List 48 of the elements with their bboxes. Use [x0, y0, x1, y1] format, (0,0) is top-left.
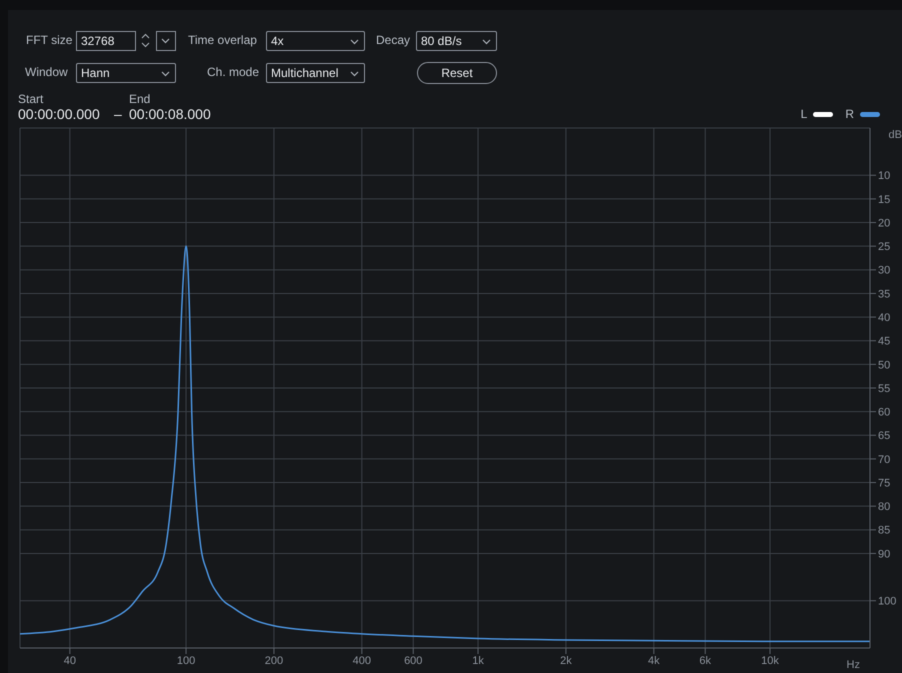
text: 00:00:08.000 [129, 106, 211, 122]
text: Window [25, 65, 68, 79]
dropdown-field: Hann [76, 63, 176, 83]
text: Decay [376, 33, 410, 47]
text: End [129, 92, 150, 106]
y-tick-label: 15 [878, 194, 890, 206]
x-tick-label: 100 [176, 654, 196, 667]
y-tick-label: 100 [878, 596, 896, 608]
x-tick-label: 1k [472, 654, 484, 667]
x-tick-label: 600 [404, 654, 422, 667]
y-tick-label: 50 [878, 359, 890, 372]
y-tick-label: 25 [878, 241, 890, 254]
text: – [114, 106, 122, 122]
y-tick-label: 80 [878, 501, 890, 514]
legend-label: L [800, 107, 808, 121]
y-tick-label: 60 [878, 406, 890, 419]
x-tick-label: 6k [699, 654, 712, 667]
y-tick-label: 65 [878, 430, 890, 442]
reset-button: Reset [417, 62, 497, 84]
y-tick-label: 30 [878, 264, 890, 277]
x-tick-label: 2k [560, 654, 572, 667]
y-tick-label: 90 [878, 548, 890, 560]
x-axis-title: Hz [846, 658, 860, 671]
y-tick-label: 40 [878, 312, 890, 324]
y-tick-label: 85 [878, 524, 890, 537]
text: FFT size [26, 33, 72, 47]
y-tick-label: 75 [878, 477, 890, 490]
x-tick-label: 40 [64, 654, 76, 667]
x-tick-label: 10k [761, 654, 780, 667]
dropdown-field: 4x [266, 31, 365, 51]
text: Start [18, 92, 44, 106]
y-tick-label: 20 [878, 217, 890, 230]
x-tick-label: 400 [352, 654, 372, 667]
y-tick-label: 45 [878, 336, 890, 348]
y-tick-label: 10 [878, 170, 890, 182]
legend-label: R [845, 107, 854, 121]
x-tick-label: 4k [648, 654, 660, 667]
y-tick-label: 55 [878, 382, 890, 395]
number-field: 32768 [76, 31, 136, 51]
dropdown-field: Multichannel [266, 63, 365, 83]
text: Time overlap [188, 33, 257, 47]
dropdown-field: 80 dB/s [416, 31, 497, 51]
text: Ch. mode [207, 65, 260, 79]
y-tick-label: 35 [878, 288, 890, 300]
x-tick-label: 200 [264, 654, 284, 667]
text: 00:00:00.000 [18, 106, 100, 122]
y-tick-label: 70 [878, 454, 890, 466]
y-axis-title: dB [888, 128, 902, 141]
